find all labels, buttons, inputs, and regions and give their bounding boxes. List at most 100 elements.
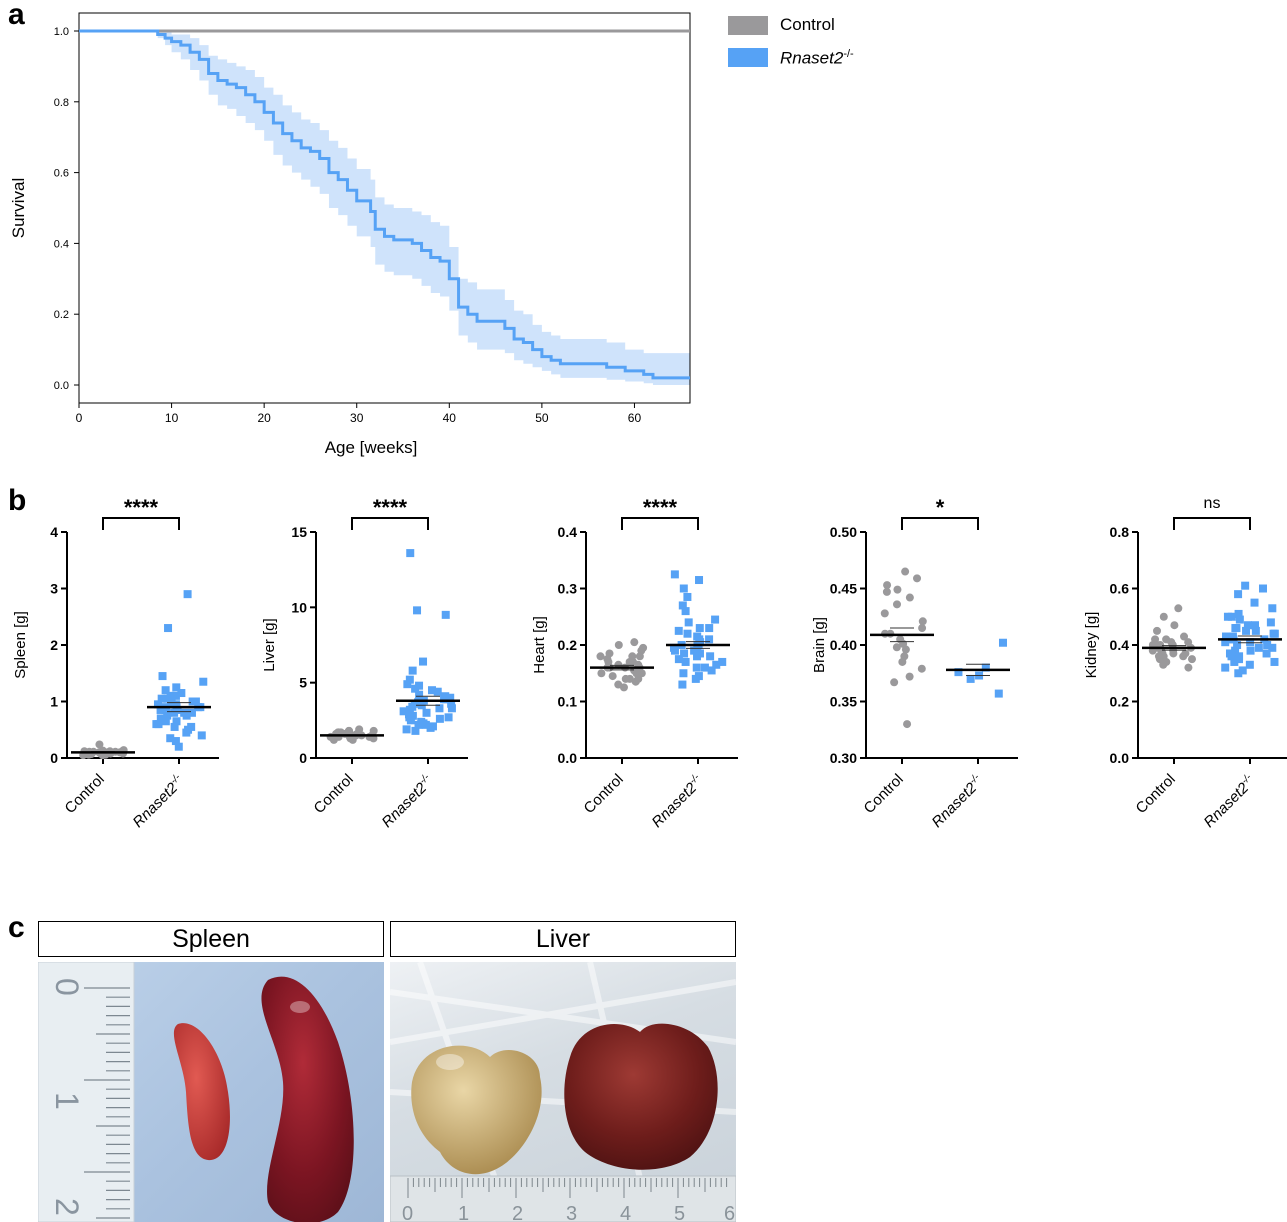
data-point-ko xyxy=(670,570,679,579)
legend-swatch-ko xyxy=(728,48,768,67)
data-point-ko xyxy=(954,668,963,677)
data-point-ko xyxy=(706,652,715,661)
y-axis-label: Brain [g] xyxy=(811,617,828,673)
data-point-ko xyxy=(157,694,166,703)
y-tick-label-a: 0.2 xyxy=(54,309,69,321)
data-point-ko xyxy=(1266,618,1275,627)
data-point-ko xyxy=(981,663,990,672)
data-point-ko xyxy=(1262,649,1271,658)
data-point-control xyxy=(1184,663,1193,672)
data-point-ko xyxy=(1246,646,1255,655)
data-point-ko xyxy=(1268,604,1277,613)
data-point-control xyxy=(614,680,623,689)
data-point-ko xyxy=(1270,629,1279,638)
significance-label: **** xyxy=(124,495,159,520)
data-point-ko xyxy=(1231,646,1240,655)
category-label-ko-text: Rnaset2 xyxy=(1201,779,1253,831)
panel-label-a: a xyxy=(8,0,25,31)
ko-confidence-band xyxy=(79,31,690,385)
data-point-control xyxy=(95,740,104,749)
data-point-ko xyxy=(161,705,170,714)
data-point-ko xyxy=(182,711,191,720)
ruler-label-0: 0 xyxy=(49,978,85,996)
significance-bracket xyxy=(901,517,979,530)
data-point-ko xyxy=(197,731,206,740)
data-point-ko xyxy=(712,660,721,669)
category-label-control: Control xyxy=(62,771,108,817)
data-point-ko xyxy=(683,629,692,638)
data-point-control xyxy=(1154,652,1163,661)
category-label-control: Control xyxy=(861,771,907,817)
y-axis-label: Kidney [g] xyxy=(1083,612,1100,679)
data-point-ko xyxy=(683,592,692,601)
data-point-control xyxy=(901,567,910,576)
data-point-control xyxy=(1170,621,1179,630)
data-point-ko xyxy=(711,615,720,624)
significance-bracket xyxy=(621,517,699,530)
data-point-control xyxy=(344,726,353,735)
data-point-ko xyxy=(1234,669,1243,678)
data-point-ko xyxy=(1254,643,1263,652)
data-point-ko xyxy=(1222,632,1231,641)
data-point-ko xyxy=(705,624,714,633)
plot-frame-a xyxy=(78,12,691,404)
data-point-control xyxy=(905,593,914,602)
y-axis-label: Heart [g] xyxy=(531,616,548,674)
panel-label-b: b xyxy=(8,484,27,517)
data-point-ko xyxy=(447,699,456,708)
y-tick-label: 0.6 xyxy=(1110,581,1130,597)
data-point-ko xyxy=(182,728,191,737)
ruler-label-2: 2 xyxy=(512,1203,523,1222)
data-point-ko xyxy=(170,708,179,717)
data-point-control xyxy=(634,674,643,683)
data-point-ko xyxy=(199,677,208,686)
data-point-ko xyxy=(1234,609,1243,618)
data-point-ko xyxy=(156,714,165,723)
photo-title-spleen: Spleen xyxy=(38,921,384,957)
y-axis-label-a: Survival xyxy=(9,178,28,238)
data-point-ko xyxy=(406,549,415,558)
data-point-ko xyxy=(166,734,175,743)
data-point-ko xyxy=(441,695,450,704)
data-point-ko xyxy=(441,610,450,619)
category-label-control: Control xyxy=(311,771,357,817)
category-label-ko-text: Rnaset2 xyxy=(649,779,701,831)
data-point-ko xyxy=(1270,657,1279,666)
data-point-ko xyxy=(1223,612,1232,621)
data-point-control xyxy=(1162,635,1171,644)
data-point-ko xyxy=(419,657,428,666)
data-point-control xyxy=(892,643,901,652)
category-label-control: Control xyxy=(1133,771,1179,817)
y-tick-label: 5 xyxy=(299,675,307,691)
data-point-ko xyxy=(679,669,688,678)
data-point-ko xyxy=(1251,621,1260,630)
data-point-ko xyxy=(158,672,167,681)
data-point-ko xyxy=(1241,581,1250,590)
data-point-control xyxy=(882,587,891,596)
data-point-ko xyxy=(1235,655,1244,664)
data-point-ko xyxy=(674,655,683,664)
knockout-liver xyxy=(564,1023,718,1170)
data-point-ko xyxy=(167,700,176,709)
data-point-ko xyxy=(1221,638,1230,647)
ruler-label-3: 3 xyxy=(566,1203,577,1222)
data-point-control xyxy=(1153,626,1162,635)
y-axis-label: Spleen [g] xyxy=(12,611,29,679)
data-point-ko xyxy=(177,689,186,698)
data-point-ko xyxy=(1235,615,1244,624)
y-tick-label: 15 xyxy=(291,524,307,540)
data-point-ko xyxy=(718,657,727,666)
data-point-ko xyxy=(408,666,417,675)
data-point-ko xyxy=(170,722,179,731)
significance-label: * xyxy=(936,495,945,520)
data-point-ko xyxy=(1246,638,1255,647)
data-point-ko xyxy=(163,711,172,720)
data-point-ko xyxy=(1231,624,1240,633)
data-point-ko xyxy=(171,737,180,746)
y-tick-label: 2 xyxy=(50,637,58,653)
significance-bracket xyxy=(102,517,180,530)
significance-label: ns xyxy=(1204,495,1221,512)
spleen-photo: 0 1 2 xyxy=(38,962,384,1222)
data-point-ko xyxy=(427,686,436,695)
